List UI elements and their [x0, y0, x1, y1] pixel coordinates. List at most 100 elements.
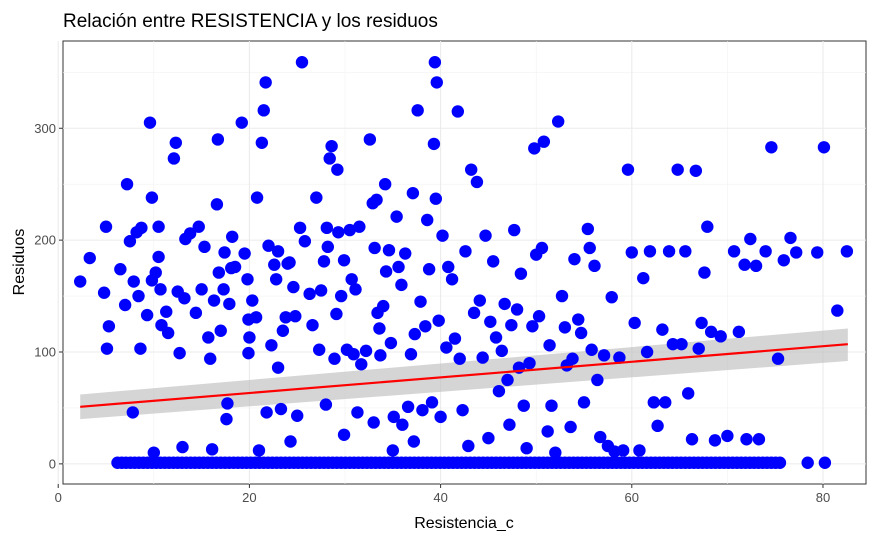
data-point [432, 314, 445, 327]
data-point [353, 220, 366, 233]
y-tick-label: 0 [49, 456, 56, 471]
x-tick-label: 0 [55, 490, 62, 505]
data-point [178, 292, 191, 305]
data-point [594, 430, 607, 444]
data-point [625, 246, 638, 259]
data-point [425, 396, 439, 409]
data-point [407, 435, 421, 448]
data-point [228, 260, 242, 274]
data-point [373, 322, 386, 335]
data-point [517, 399, 530, 412]
data-point [549, 446, 562, 459]
data-point [265, 339, 278, 352]
data-point [314, 284, 328, 297]
data-point [675, 337, 688, 351]
data-point [588, 259, 601, 273]
data-point [492, 384, 506, 398]
data-point [99, 220, 113, 233]
data-point [370, 193, 383, 207]
data-point [637, 271, 650, 285]
data-point [721, 429, 734, 443]
data-point [581, 222, 595, 236]
data-point [152, 250, 165, 264]
data-point [161, 326, 175, 340]
chart-title: Relación entre RESISTENCIA y los residuo… [63, 11, 438, 32]
data-point [250, 191, 264, 204]
data-point [149, 266, 162, 279]
data-point [470, 175, 484, 189]
data-point [464, 163, 478, 176]
x-tick-label: 40 [433, 490, 447, 505]
data-point [666, 337, 680, 351]
data-point [467, 306, 481, 320]
data-point [476, 351, 489, 364]
confidence-band [80, 328, 848, 420]
data-point [238, 247, 251, 260]
data-point [195, 283, 208, 296]
data-point [154, 283, 167, 296]
data-point [671, 163, 684, 176]
data-point [387, 410, 400, 424]
data-point [701, 220, 714, 233]
data-point [246, 294, 259, 307]
axis-ticks: 0 20 40 60 80 0 100 200 300 [34, 121, 830, 505]
data-point [127, 275, 140, 288]
data-point [656, 323, 669, 336]
data-point [220, 412, 233, 426]
data-point [145, 191, 159, 204]
data-point [714, 330, 727, 343]
data-point [689, 164, 703, 177]
data-point [384, 336, 398, 350]
data-point [495, 344, 508, 358]
data-point [451, 105, 465, 118]
data-point [395, 278, 408, 292]
data-point [765, 141, 778, 154]
data-point [738, 258, 751, 271]
data-point [283, 256, 296, 269]
x-axis-title: Resistencia_c [414, 515, 514, 532]
data-points [74, 56, 854, 469]
data-point [698, 266, 711, 279]
data-point [662, 245, 676, 258]
data-point [840, 245, 854, 258]
y-tick-label: 200 [34, 233, 56, 248]
confidence-band-area [80, 328, 848, 420]
data-point [167, 152, 181, 165]
data-point [462, 439, 475, 453]
data-point [574, 326, 588, 340]
data-point [377, 299, 390, 313]
data-point [306, 318, 319, 332]
data-point [773, 456, 787, 469]
data-point [284, 435, 297, 448]
data-point [100, 342, 114, 355]
data-point [514, 267, 528, 280]
data-point [817, 141, 831, 154]
data-point [401, 400, 415, 414]
data-point [210, 198, 224, 211]
data-point [704, 325, 718, 339]
data-point [419, 320, 432, 333]
data-point [520, 442, 533, 455]
data-point [551, 115, 565, 128]
data-point [440, 341, 453, 354]
data-point [633, 444, 646, 457]
data-point [147, 446, 161, 459]
data-point [241, 273, 254, 286]
data-point [411, 104, 424, 117]
data-point [198, 240, 211, 254]
data-point [374, 349, 387, 362]
data-point [640, 345, 654, 359]
data-point [759, 245, 772, 258]
data-point [132, 289, 145, 303]
data-point [328, 352, 341, 365]
y-axis-title: Residuos [11, 229, 28, 296]
data-point [378, 177, 392, 191]
data-point [523, 356, 536, 370]
data-point [501, 373, 514, 387]
data-point [740, 433, 753, 446]
data-point [771, 352, 785, 365]
data-point [605, 290, 618, 304]
data-point [416, 403, 429, 417]
data-point [811, 246, 824, 259]
data-point [334, 289, 348, 303]
